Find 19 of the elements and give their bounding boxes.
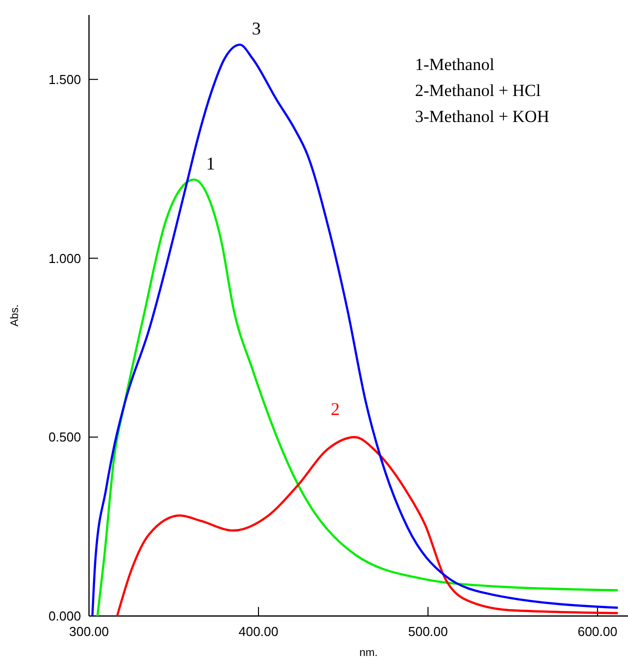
x-tick-label: 400.00 — [238, 624, 278, 639]
series-label: 3 — [252, 18, 261, 39]
series-label: 2 — [330, 399, 340, 420]
line-series — [96, 178, 619, 618]
series-label: 1 — [206, 154, 216, 174]
y-tick-label: 0.000 — [48, 608, 81, 624]
y-tick-label: 1.500 — [48, 72, 81, 87]
line-series — [91, 44, 619, 618]
annotation: 2-Methanol + HCl — [415, 81, 542, 100]
y-tick-label: 1.000 — [48, 250, 81, 266]
y-tick-label: 0.500 — [48, 430, 81, 445]
annotation: 3-Methanol + KOH — [415, 107, 550, 126]
x-tick-label: 300.00 — [69, 624, 109, 639]
x-tick-label: 600.00 — [578, 624, 618, 639]
x-axis-title: nm. — [359, 647, 378, 659]
y-axis-title: Abs. — [9, 304, 21, 327]
line-series — [116, 436, 619, 618]
x-tick-label: 500.00 — [408, 624, 448, 639]
annotation: 1-Methanol — [415, 55, 495, 74]
